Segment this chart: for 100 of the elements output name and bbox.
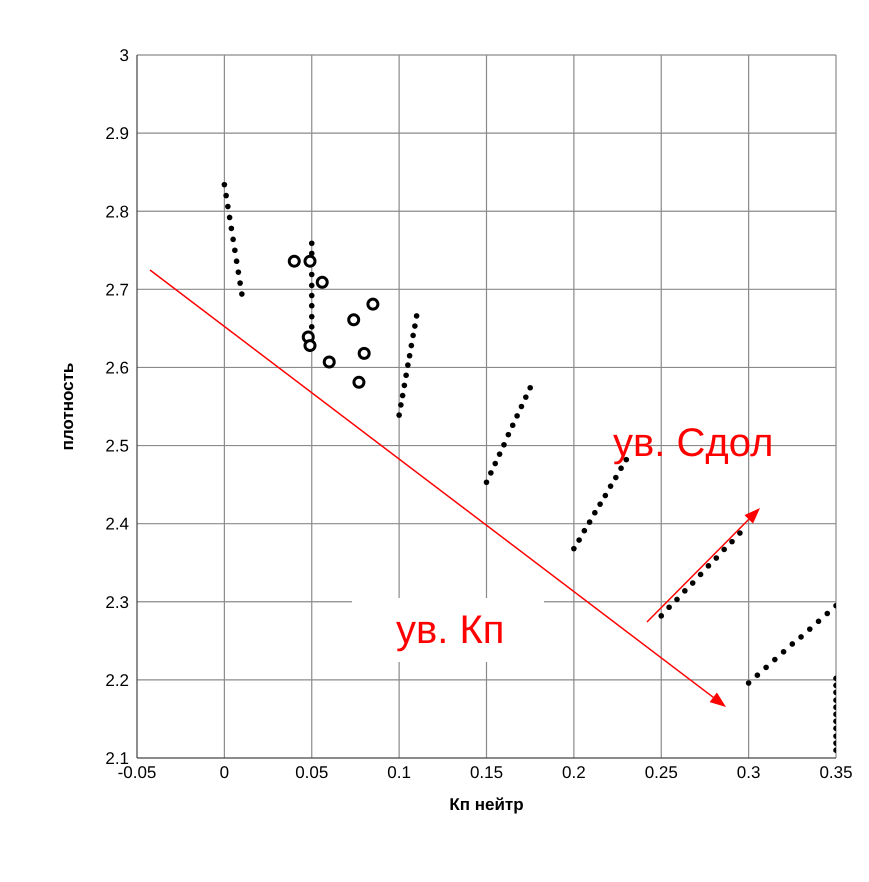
y-tick-label: 2.8 — [105, 202, 129, 222]
point — [496, 451, 502, 457]
point — [597, 501, 603, 507]
point — [666, 604, 672, 610]
point — [352, 376, 366, 389]
point — [414, 313, 420, 319]
point — [501, 442, 507, 448]
point — [754, 672, 760, 678]
point — [398, 402, 404, 408]
point — [729, 538, 735, 544]
point — [402, 382, 408, 388]
point — [366, 298, 380, 311]
point — [308, 282, 315, 288]
point — [506, 432, 512, 438]
point — [674, 596, 680, 602]
point — [816, 618, 822, 624]
point — [226, 214, 232, 220]
x-axis-title: Кп нейтр — [449, 795, 524, 814]
point — [790, 641, 796, 647]
x-tick-label: -0.05 — [118, 763, 156, 782]
point — [571, 546, 577, 552]
point — [232, 247, 238, 254]
point — [308, 324, 315, 330]
point — [527, 384, 533, 391]
point — [713, 555, 720, 561]
point — [410, 332, 416, 338]
point — [308, 292, 315, 298]
point — [706, 563, 712, 569]
point — [772, 656, 778, 662]
point — [288, 254, 301, 268]
point — [586, 519, 592, 525]
x-tick-label: 0.05 — [295, 763, 328, 782]
point — [222, 182, 228, 188]
annotation: ув. Сдол — [613, 421, 774, 465]
point — [237, 280, 243, 286]
y-tick-label: 2.6 — [105, 358, 129, 378]
point — [308, 314, 315, 320]
x-tick-label: 0.2 — [562, 763, 586, 782]
point — [737, 530, 743, 536]
point — [824, 610, 830, 616]
point — [236, 269, 242, 275]
point — [406, 352, 412, 359]
point — [780, 648, 786, 655]
x-tick-label: 0.1 — [387, 763, 411, 782]
point — [304, 254, 317, 268]
x-tick-label: 0 — [220, 763, 230, 782]
point — [514, 413, 520, 419]
point — [510, 422, 516, 428]
x-tick-label: 0.25 — [644, 763, 678, 782]
point — [582, 528, 588, 534]
annotation: ув. Кп — [352, 598, 544, 662]
x-tick-label: 0.35 — [819, 763, 853, 782]
point — [690, 580, 696, 586]
point — [228, 226, 234, 232]
point — [396, 412, 402, 418]
point — [682, 588, 688, 594]
y-tick-label: 2.3 — [105, 592, 129, 612]
y-axis-title: плотность — [58, 362, 78, 450]
point — [223, 192, 229, 198]
point — [322, 355, 336, 368]
point — [613, 474, 619, 480]
point — [347, 313, 360, 326]
point — [798, 634, 804, 640]
point — [308, 302, 315, 309]
point — [698, 572, 704, 578]
point — [576, 537, 582, 543]
point — [658, 613, 664, 619]
point — [408, 342, 414, 348]
point — [608, 483, 614, 489]
point — [225, 204, 231, 210]
point — [492, 460, 498, 466]
point — [308, 240, 315, 246]
point — [602, 492, 608, 498]
y-tick-label: 2.5 — [105, 436, 129, 456]
point — [400, 392, 406, 398]
point — [304, 339, 317, 352]
point — [412, 323, 418, 329]
point — [239, 291, 245, 297]
point — [405, 362, 411, 368]
point — [230, 236, 236, 242]
x-tick-label: 0.3 — [736, 763, 760, 782]
point — [358, 346, 371, 360]
y-tick-label: 2.2 — [105, 670, 129, 690]
point — [746, 680, 752, 686]
point — [308, 272, 315, 278]
point — [523, 394, 529, 400]
point — [618, 465, 624, 472]
y-tick-label: 2.9 — [105, 124, 129, 144]
point — [403, 372, 409, 378]
point — [592, 510, 598, 516]
y-tick-label: 2.4 — [105, 514, 129, 534]
point — [316, 276, 329, 289]
point — [806, 626, 813, 632]
point — [763, 664, 769, 670]
point — [234, 258, 240, 264]
x-tick-label: 0.15 — [470, 763, 504, 782]
point — [518, 404, 524, 410]
point — [484, 479, 490, 486]
point — [488, 470, 494, 476]
y-tick-label: 3 — [120, 46, 129, 66]
